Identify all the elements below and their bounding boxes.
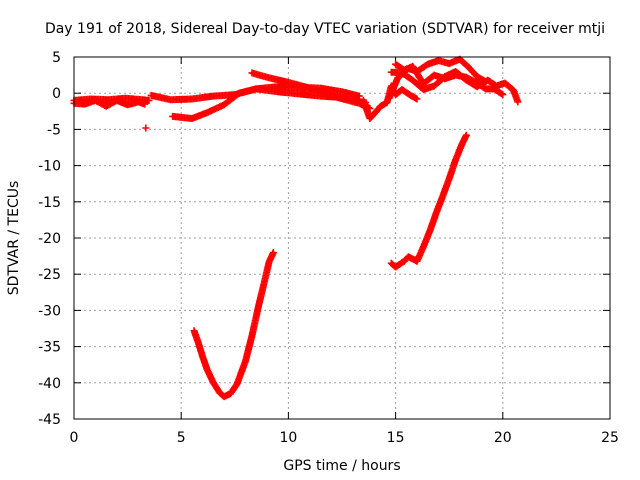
chart-title: Day 191 of 2018, Sidereal Day-to-day VTE…: [45, 21, 605, 37]
data-point: [514, 98, 522, 106]
data-point: [145, 96, 153, 104]
grid: [74, 57, 610, 419]
x-tick-label: 10: [279, 430, 297, 446]
data-point: [142, 124, 150, 132]
y-tick-label: -25: [38, 267, 61, 283]
data-point: [355, 92, 363, 100]
x-tick-label: 20: [494, 430, 512, 446]
x-tick-label: 25: [601, 430, 619, 446]
data-point: [499, 91, 507, 99]
y-tick-label: -15: [38, 195, 61, 211]
y-tick-label: 5: [52, 50, 61, 66]
y-tick-label: -5: [47, 122, 61, 138]
y-tick-label: -10: [38, 159, 61, 175]
y-tick-label: 0: [52, 86, 61, 102]
x-axis-label: GPS time / hours: [283, 458, 400, 474]
data-points: [70, 55, 522, 401]
y-tick-label: -45: [38, 412, 61, 428]
y-axis-ticks: 5 0 -5 -10 -15 -20 -25 -30 -35 -40 -45: [38, 50, 610, 428]
data-point: [462, 131, 470, 139]
y-axis-label: SDTVAR / TECUs: [6, 181, 22, 296]
plot-frame: [73, 56, 611, 420]
data-point: [269, 249, 277, 256]
y-tick-label: -20: [38, 231, 61, 247]
x-tick-label: 5: [177, 430, 186, 446]
x-tick-label: 0: [70, 430, 79, 446]
data-point: [413, 95, 421, 103]
x-axis-ticks: 0 5 10 15 20 25: [70, 57, 619, 446]
y-tick-label: -30: [38, 303, 61, 319]
y-tick-label: -40: [38, 376, 61, 392]
y-tick-label: -35: [38, 340, 61, 356]
x-tick-label: 15: [387, 430, 405, 446]
